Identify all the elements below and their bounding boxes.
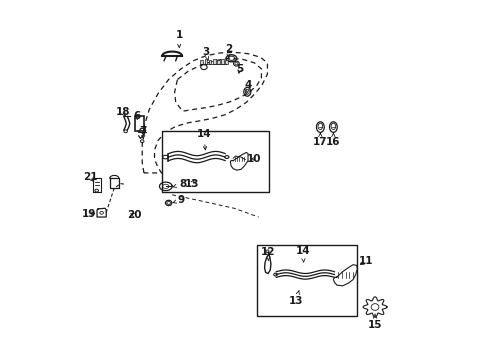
Text: 16: 16 <box>325 133 340 147</box>
Text: 5: 5 <box>236 64 243 74</box>
Bar <box>204 59 207 64</box>
Text: 3: 3 <box>202 47 209 60</box>
Text: 14: 14 <box>295 246 309 262</box>
Text: 17: 17 <box>312 133 327 147</box>
Text: 6: 6 <box>133 111 141 121</box>
FancyBboxPatch shape <box>161 131 269 192</box>
Text: 20: 20 <box>127 210 142 220</box>
Text: 8: 8 <box>173 179 186 189</box>
Text: 12: 12 <box>261 247 275 260</box>
Text: 2: 2 <box>224 45 232 58</box>
Text: 14: 14 <box>196 129 211 150</box>
Text: 1: 1 <box>175 30 183 48</box>
Bar <box>212 59 215 64</box>
Bar <box>200 60 203 64</box>
Text: 19: 19 <box>82 208 96 219</box>
Bar <box>221 59 224 64</box>
Text: 4: 4 <box>244 80 251 93</box>
Bar <box>135 116 143 131</box>
FancyBboxPatch shape <box>256 245 357 316</box>
Bar <box>216 60 219 64</box>
Bar <box>208 60 211 64</box>
Text: 9: 9 <box>173 195 184 205</box>
Text: 15: 15 <box>367 314 382 330</box>
Text: 21: 21 <box>82 172 97 182</box>
Text: 18: 18 <box>115 107 130 117</box>
Bar <box>224 60 227 64</box>
Text: 7: 7 <box>139 126 146 139</box>
Text: 10: 10 <box>246 154 261 164</box>
Text: 13: 13 <box>184 179 199 189</box>
Text: 11: 11 <box>358 256 373 266</box>
Text: 13: 13 <box>288 290 302 306</box>
